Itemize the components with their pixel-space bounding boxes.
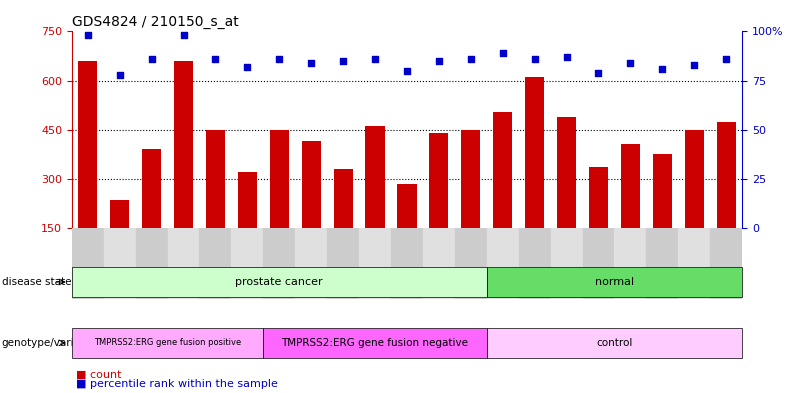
Point <box>720 56 733 62</box>
Bar <box>493 112 512 228</box>
Point <box>273 56 286 62</box>
Point <box>81 32 94 39</box>
Bar <box>72 228 104 299</box>
Bar <box>557 117 576 228</box>
Point <box>560 54 573 60</box>
Text: disease state: disease state <box>2 277 71 287</box>
Bar <box>110 200 129 228</box>
Bar <box>302 141 321 228</box>
Text: TMPRSS2:ERG gene fusion positive: TMPRSS2:ERG gene fusion positive <box>94 338 241 347</box>
Bar <box>525 77 544 228</box>
Bar <box>78 61 97 228</box>
Bar <box>327 228 359 299</box>
Text: prostate cancer: prostate cancer <box>235 277 323 287</box>
Bar <box>551 228 583 299</box>
Text: GDS4824 / 210150_s_at: GDS4824 / 210150_s_at <box>72 15 239 29</box>
Bar <box>104 228 136 299</box>
Point <box>688 62 701 68</box>
Bar <box>583 228 614 299</box>
Point <box>433 58 445 64</box>
Text: ■ count: ■ count <box>76 369 121 379</box>
Point <box>369 56 381 62</box>
Bar <box>455 228 487 299</box>
Bar <box>678 228 710 299</box>
Bar <box>589 167 608 228</box>
Text: genotype/variation: genotype/variation <box>2 338 101 348</box>
Point <box>464 56 477 62</box>
Text: ■ percentile rank within the sample: ■ percentile rank within the sample <box>76 379 278 389</box>
Bar <box>200 228 231 299</box>
Bar <box>168 228 200 299</box>
Bar <box>423 228 455 299</box>
Bar <box>685 130 704 228</box>
Text: TMPRSS2:ERG gene fusion negative: TMPRSS2:ERG gene fusion negative <box>282 338 468 348</box>
Bar <box>519 228 551 299</box>
Text: control: control <box>596 338 633 348</box>
Point <box>241 64 254 70</box>
Point <box>113 72 126 78</box>
Bar <box>614 228 646 299</box>
Point <box>656 66 669 72</box>
Bar <box>231 228 263 299</box>
Point <box>496 50 509 56</box>
Bar <box>429 133 448 228</box>
Bar <box>487 228 519 299</box>
Point <box>528 56 541 62</box>
Bar <box>142 149 161 228</box>
Bar <box>365 127 385 228</box>
Bar <box>461 130 480 228</box>
Point <box>209 56 222 62</box>
Bar <box>136 228 168 299</box>
Bar <box>646 228 678 299</box>
Bar <box>359 228 391 299</box>
Bar <box>174 61 193 228</box>
Bar <box>621 144 640 228</box>
Point <box>337 58 350 64</box>
Point <box>624 60 637 66</box>
Bar <box>263 228 295 299</box>
Bar <box>206 130 225 228</box>
Bar <box>397 184 417 228</box>
Bar <box>238 172 257 228</box>
Bar <box>717 121 736 228</box>
Bar <box>653 154 672 228</box>
Bar <box>391 228 423 299</box>
Point <box>592 70 605 76</box>
Bar <box>710 228 742 299</box>
Bar <box>295 228 327 299</box>
Point <box>177 32 190 39</box>
Point <box>305 60 318 66</box>
Point <box>145 56 158 62</box>
Point <box>401 68 413 74</box>
Bar <box>334 169 353 228</box>
Text: normal: normal <box>595 277 634 287</box>
Bar <box>270 130 289 228</box>
